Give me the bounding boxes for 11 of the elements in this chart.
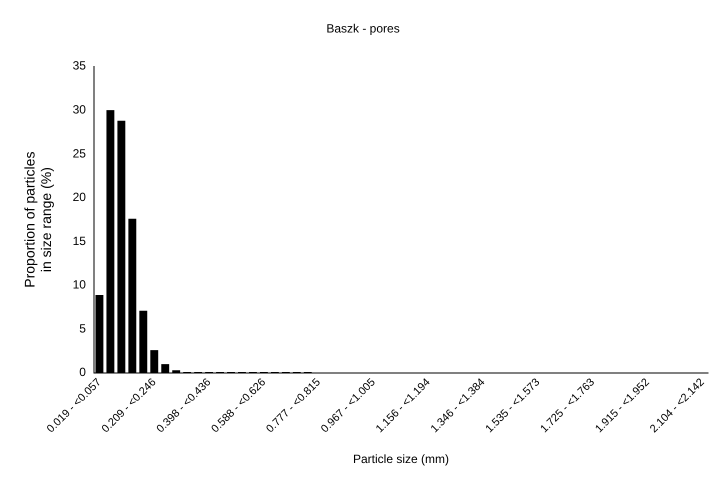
- x-axis-title: Particle size (mm): [352, 452, 449, 466]
- y-tick-label: 5: [79, 321, 86, 336]
- y-tick-label: 35: [72, 58, 86, 73]
- y-axis-title: Proportion of particles in size range (%): [21, 152, 54, 288]
- y-tick-label: 20: [72, 190, 86, 204]
- chart-title: Baszk - pores: [326, 22, 400, 36]
- y-tick-label: 15: [72, 234, 86, 248]
- y-tick-label: 0: [79, 365, 86, 380]
- y-tick-label: 25: [72, 146, 86, 160]
- y-tick-label: 10: [72, 278, 86, 292]
- y-tick-label: 30: [72, 102, 86, 116]
